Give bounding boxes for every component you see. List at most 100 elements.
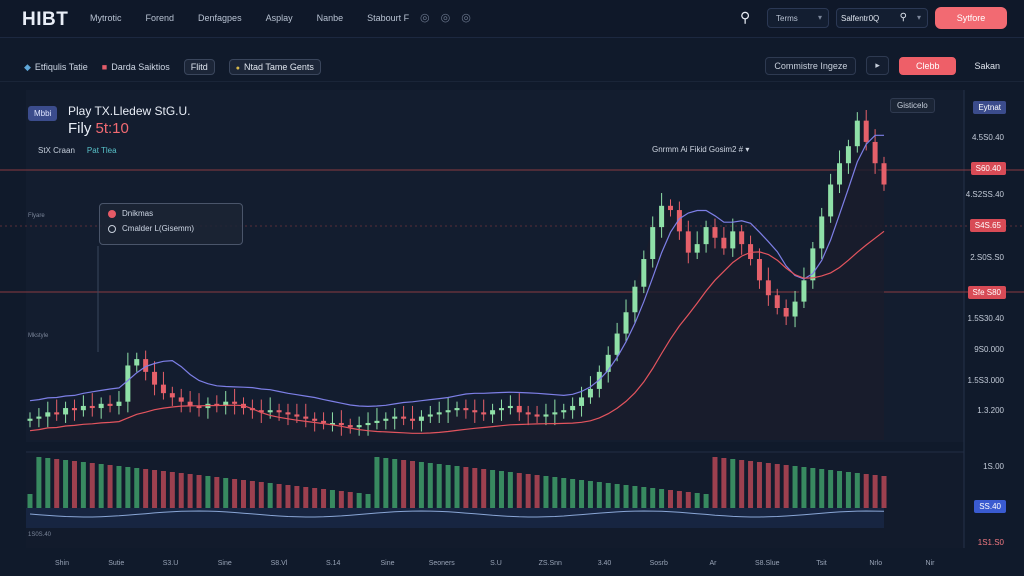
nav-icons[interactable]: ◎ ◎ ◎ [420, 12, 475, 24]
volume-bar [63, 460, 69, 508]
candle-body [587, 388, 593, 398]
candle-body [107, 403, 113, 406]
terms-select[interactable]: Terms ▾ [767, 8, 829, 28]
volume-bar [570, 479, 576, 508]
toolbar-item-2[interactable]: ■ Darda Saiktios [102, 62, 170, 72]
toolbar-item-1-label: Etfiqulis Tatie [34, 61, 88, 72]
volume-bar [178, 473, 184, 508]
ma-line-blue [29, 134, 884, 408]
candle-body [347, 425, 353, 428]
terms-label: Terms [776, 14, 798, 23]
price-badge-red: Sfe S80 [967, 286, 1006, 299]
volume-bar [45, 458, 51, 508]
candle-body [623, 312, 629, 334]
volume-bar [214, 477, 220, 508]
volume-bar [614, 484, 620, 508]
top-tag[interactable]: Gisticelo [890, 98, 935, 113]
x-tick-label: Sutie [108, 560, 125, 567]
toolbar-item-2-label: Darda Saiktios [111, 62, 170, 72]
nav-item-4[interactable]: Asplay [265, 13, 293, 23]
candle-body [232, 401, 238, 404]
oscillator-line [29, 510, 885, 518]
volume-bar [837, 471, 843, 508]
axis-label: 2.S0S.S0 [970, 253, 1004, 262]
candle-body [294, 414, 300, 417]
candle-body [134, 359, 140, 366]
candle-body [321, 420, 327, 423]
candle-body [178, 397, 184, 402]
candle-body [401, 416, 407, 419]
candle-body [694, 244, 700, 253]
volume-bar [463, 467, 469, 508]
candle-body [365, 422, 371, 426]
candle-body [614, 333, 620, 355]
candle-body [641, 259, 647, 287]
candle-body [676, 210, 682, 232]
legend-row-2[interactable]: Cmalder L(Gisemm) [108, 224, 234, 233]
red-button[interactable]: Clebb [898, 56, 957, 75]
nav-item-3[interactable]: Denfagpes [198, 13, 242, 23]
volume-bar [383, 458, 389, 508]
candle-body [534, 414, 540, 417]
toolbar-select[interactable]: Commistre Ingeze [765, 56, 857, 75]
volume-bar [36, 457, 42, 508]
symbol-badge: Mbbi [28, 106, 58, 121]
search-input[interactable]: Salfentr0Q ⚲ ▾ [836, 8, 928, 28]
candle-body [632, 286, 638, 313]
volume-bar [160, 471, 166, 508]
price-area [30, 120, 884, 440]
nav-item-6[interactable]: Stabourt F [367, 13, 410, 23]
candle-body [872, 141, 878, 164]
candle-body [436, 412, 442, 415]
volume-bar [454, 466, 460, 508]
play-button[interactable]: ▸ [866, 56, 889, 75]
candle-body [552, 412, 558, 415]
x-tick-label: S.14 [326, 560, 341, 567]
x-tick-label: Ar [709, 560, 717, 567]
candle-body [312, 418, 318, 421]
volume-bar [303, 487, 309, 508]
nav-item-2[interactable]: Forend [145, 13, 175, 23]
logo: HIBT [22, 9, 69, 30]
volume-bar [507, 472, 513, 508]
x-tick-label: Shin [54, 560, 70, 567]
candle-body [783, 308, 789, 317]
volume-bar [89, 463, 95, 508]
cta-button[interactable]: Sytfore [935, 7, 1007, 29]
record-icon [108, 209, 116, 218]
candle-body [196, 405, 202, 409]
volume-bar [54, 459, 60, 508]
search-icon[interactable]: ⚲ [740, 9, 751, 25]
search-icon[interactable]: ⚲ [899, 12, 907, 23]
candle-body [498, 408, 504, 411]
sub-a[interactable]: StX Craan [38, 146, 75, 155]
volume-bar [534, 475, 540, 508]
toolbar-item-1[interactable]: ◆ Etfiqulis Tatie [24, 62, 88, 73]
candle-body [152, 371, 158, 385]
nav-item-1[interactable]: Mytrotic [90, 13, 122, 23]
left-label: Flyare [28, 213, 45, 219]
legend-row-1[interactable]: Dnikmas [108, 209, 234, 218]
volume-bar [703, 494, 709, 508]
chart-toolbar: ◆Etfiqulis Tatie ■Darda Saiktios Flitd N… [0, 48, 1024, 82]
volume-bar [810, 468, 816, 508]
volume-bar [267, 483, 273, 508]
chip-2[interactable]: Ntad Tame Gents [228, 59, 321, 75]
volume-bar [685, 492, 691, 508]
volume-bar [605, 483, 611, 508]
x-tick-label: S8.Vl [270, 560, 288, 567]
volume-bar [543, 476, 549, 508]
nav-item-5[interactable]: Nanbe [316, 13, 344, 23]
candle-body [418, 416, 424, 421]
chip-1[interactable]: Flitd [183, 59, 215, 75]
candle-body [463, 408, 469, 411]
volume-bar [490, 470, 496, 508]
candle-body [837, 163, 843, 185]
sub-b[interactable]: Pat Tlea [86, 146, 117, 155]
volume-bar [801, 467, 807, 508]
settings-button[interactable]: Sakan [974, 60, 1000, 71]
volume-bar [854, 473, 860, 508]
volume-bar [27, 494, 33, 508]
candle-body [765, 280, 771, 296]
